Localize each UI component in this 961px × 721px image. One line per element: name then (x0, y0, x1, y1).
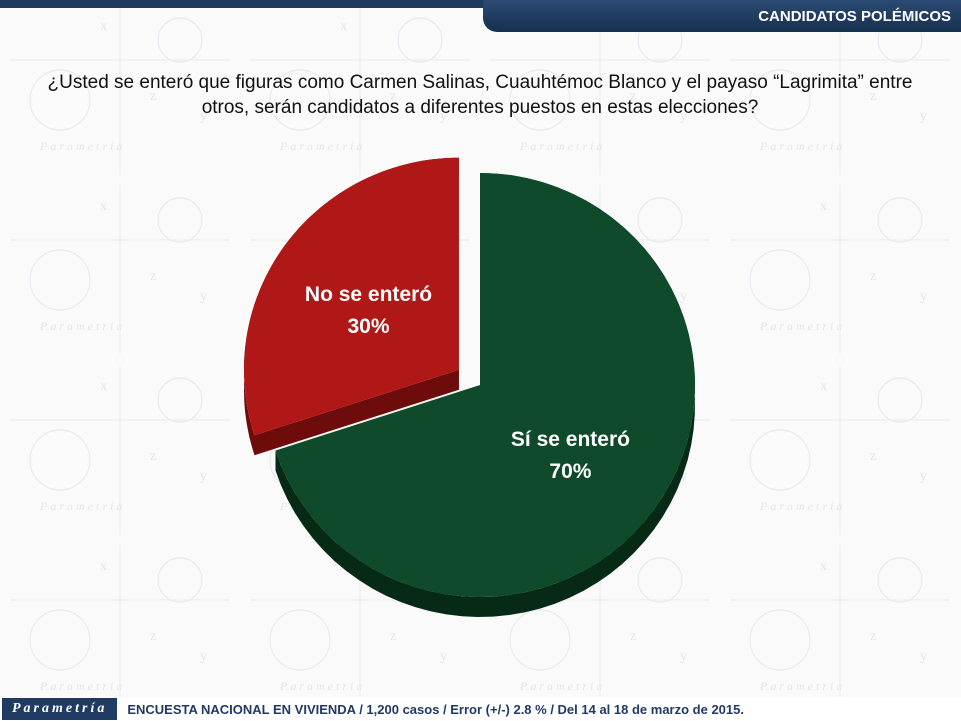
pie-slice-cut-face (254, 369, 459, 456)
slice-value-label: 70% (549, 460, 591, 483)
footer-logo: Parametría (2, 698, 118, 720)
pie-slice (275, 173, 696, 597)
slice-value-label: 30% (348, 315, 390, 338)
pie-slice (243, 157, 459, 436)
slice-label: No se enteró (305, 283, 432, 306)
footer-note: ENCUESTA NACIONAL EN VIVIENDA / 1,200 ca… (127, 701, 744, 717)
survey-question: ¿Usted se enteró que figuras como Carmen… (47, 72, 913, 118)
top-bar (0, 0, 961, 8)
section-title: CANDIDATOS POLÉMICOS (758, 7, 951, 25)
section-banner: CANDIDATOS POLÉMICOS (483, 0, 961, 32)
slice-label: Sí se enteró (511, 428, 630, 451)
footer: Parametría ENCUESTA NACIONAL EN VIVIENDA… (0, 697, 961, 721)
